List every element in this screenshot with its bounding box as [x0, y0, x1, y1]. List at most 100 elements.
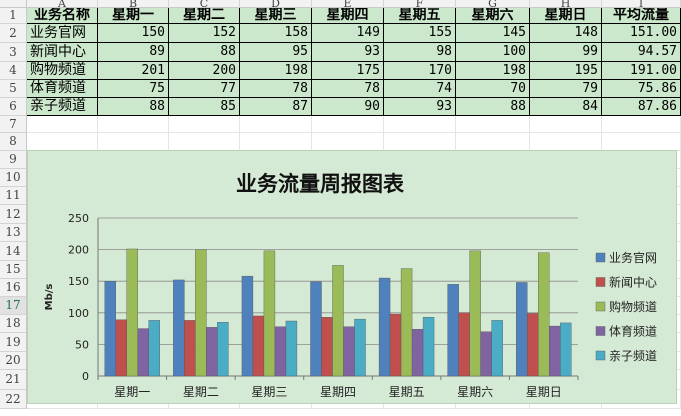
value-cell[interactable]: 155	[384, 24, 456, 43]
empty-cell[interactable]	[384, 116, 456, 133]
row-header-19[interactable]: 19	[0, 333, 27, 352]
value-cell[interactable]: 77	[169, 80, 240, 98]
empty-cell[interactable]	[240, 133, 312, 151]
column-header-i[interactable]: I	[602, 0, 681, 8]
value-cell[interactable]: 198	[240, 62, 312, 80]
row-header-2[interactable]: 2	[0, 24, 27, 43]
empty-cell[interactable]	[240, 116, 312, 133]
value-cell[interactable]: 152	[169, 24, 240, 43]
empty-cell[interactable]	[312, 116, 384, 133]
table-header-cell[interactable]: 星期五	[384, 8, 456, 24]
value-cell[interactable]: 98	[384, 43, 456, 62]
value-cell[interactable]: 170	[384, 62, 456, 80]
table-header-cell[interactable]: 平均流量	[602, 8, 681, 24]
empty-cell[interactable]	[98, 133, 169, 151]
value-cell[interactable]: 87	[240, 98, 312, 116]
empty-cell[interactable]	[456, 133, 530, 151]
value-cell[interactable]: 149	[312, 24, 384, 43]
table-header-cell[interactable]: 星期二	[169, 8, 240, 24]
column-header-e[interactable]: E	[312, 0, 384, 8]
value-cell[interactable]: 75.86	[602, 80, 681, 98]
table-header-cell[interactable]: 星期三	[240, 8, 312, 24]
value-cell[interactable]: 148	[530, 24, 602, 43]
value-cell[interactable]: 84	[530, 98, 602, 116]
value-cell[interactable]: 150	[98, 24, 169, 43]
value-cell[interactable]: 85	[169, 98, 240, 116]
empty-cell[interactable]	[602, 116, 681, 133]
row-header-14[interactable]: 14	[0, 242, 27, 261]
empty-cell[interactable]	[169, 116, 240, 133]
value-cell[interactable]: 191.00	[602, 62, 681, 80]
value-cell[interactable]: 90	[312, 98, 384, 116]
empty-cell[interactable]	[169, 133, 240, 151]
row-label-cell[interactable]: 购物频道	[27, 62, 98, 80]
column-header-a[interactable]: A	[27, 0, 98, 8]
value-cell[interactable]: 78	[240, 80, 312, 98]
row-label-cell[interactable]: 新闻中心	[27, 43, 98, 62]
empty-cell[interactable]	[602, 133, 681, 151]
chart-object[interactable]: 业务流量周报图表 0 50 100 150 200 250 Mb/s 星期一 星期二 星期三 星期四 星…	[27, 150, 677, 404]
row-header-21[interactable]: 21	[0, 370, 27, 390]
value-cell[interactable]: 78	[312, 80, 384, 98]
empty-cell[interactable]	[530, 116, 602, 133]
row-header-9[interactable]: 9	[0, 151, 27, 169]
row-header-6[interactable]: 6	[0, 98, 27, 116]
row-header-18[interactable]: 18	[0, 315, 27, 333]
value-cell[interactable]: 94.57	[602, 43, 681, 62]
row-header-3[interactable]: 3	[0, 43, 27, 62]
value-cell[interactable]: 79	[530, 80, 602, 98]
value-cell[interactable]: 175	[312, 62, 384, 80]
value-cell[interactable]: 93	[312, 43, 384, 62]
row-header-12[interactable]: 12	[0, 205, 27, 224]
value-cell[interactable]: 201	[98, 62, 169, 80]
row-header-16[interactable]: 16	[0, 279, 27, 297]
empty-cell[interactable]	[456, 116, 530, 133]
value-cell[interactable]: 74	[384, 80, 456, 98]
table-header-cell[interactable]: 星期日	[530, 8, 602, 24]
row-label-cell[interactable]: 体育频道	[27, 80, 98, 98]
select-all-corner[interactable]	[0, 0, 27, 8]
table-header-cell[interactable]: 业务名称	[27, 8, 98, 24]
row-label-cell[interactable]: 业务官网	[27, 24, 98, 43]
column-header-g[interactable]: G	[456, 0, 530, 8]
value-cell[interactable]: 198	[456, 62, 530, 80]
row-label-cell[interactable]: 亲子频道	[27, 98, 98, 116]
empty-cell[interactable]	[27, 116, 98, 133]
column-header-d[interactable]: D	[240, 0, 312, 8]
value-cell[interactable]: 89	[98, 43, 169, 62]
row-header-22[interactable]: 22	[0, 390, 27, 409]
row-header-7[interactable]: 7	[0, 116, 27, 133]
value-cell[interactable]: 145	[456, 24, 530, 43]
row-header-10[interactable]: 10	[0, 169, 27, 187]
value-cell[interactable]: 88	[169, 43, 240, 62]
empty-cell[interactable]	[530, 133, 602, 151]
column-header-h[interactable]: H	[530, 0, 602, 8]
column-header-f[interactable]: F	[384, 0, 456, 8]
empty-cell[interactable]	[384, 133, 456, 151]
value-cell[interactable]: 87.86	[602, 98, 681, 116]
value-cell[interactable]: 70	[456, 80, 530, 98]
row-header-13[interactable]: 13	[0, 224, 27, 242]
value-cell[interactable]: 88	[98, 98, 169, 116]
row-header-15[interactable]: 15	[0, 261, 27, 279]
row-header-4[interactable]: 4	[0, 62, 27, 80]
value-cell[interactable]: 200	[169, 62, 240, 80]
column-header-c[interactable]: C	[169, 0, 240, 8]
table-header-cell[interactable]: 星期四	[312, 8, 384, 24]
value-cell[interactable]: 75	[98, 80, 169, 98]
value-cell[interactable]: 88	[456, 98, 530, 116]
value-cell[interactable]: 158	[240, 24, 312, 43]
table-header-cell[interactable]: 星期六	[456, 8, 530, 24]
value-cell[interactable]: 195	[530, 62, 602, 80]
empty-cell[interactable]	[312, 133, 384, 151]
table-header-cell[interactable]: 星期一	[98, 8, 169, 24]
value-cell[interactable]: 100	[456, 43, 530, 62]
row-header-5[interactable]: 5	[0, 80, 27, 98]
row-header-11[interactable]: 11	[0, 187, 27, 205]
value-cell[interactable]: 99	[530, 43, 602, 62]
row-header-20[interactable]: 20	[0, 352, 27, 370]
row-header-1[interactable]: 1	[0, 8, 27, 24]
value-cell[interactable]: 93	[384, 98, 456, 116]
empty-cell[interactable]	[27, 133, 98, 151]
row-header-17[interactable]: 17	[0, 297, 27, 315]
